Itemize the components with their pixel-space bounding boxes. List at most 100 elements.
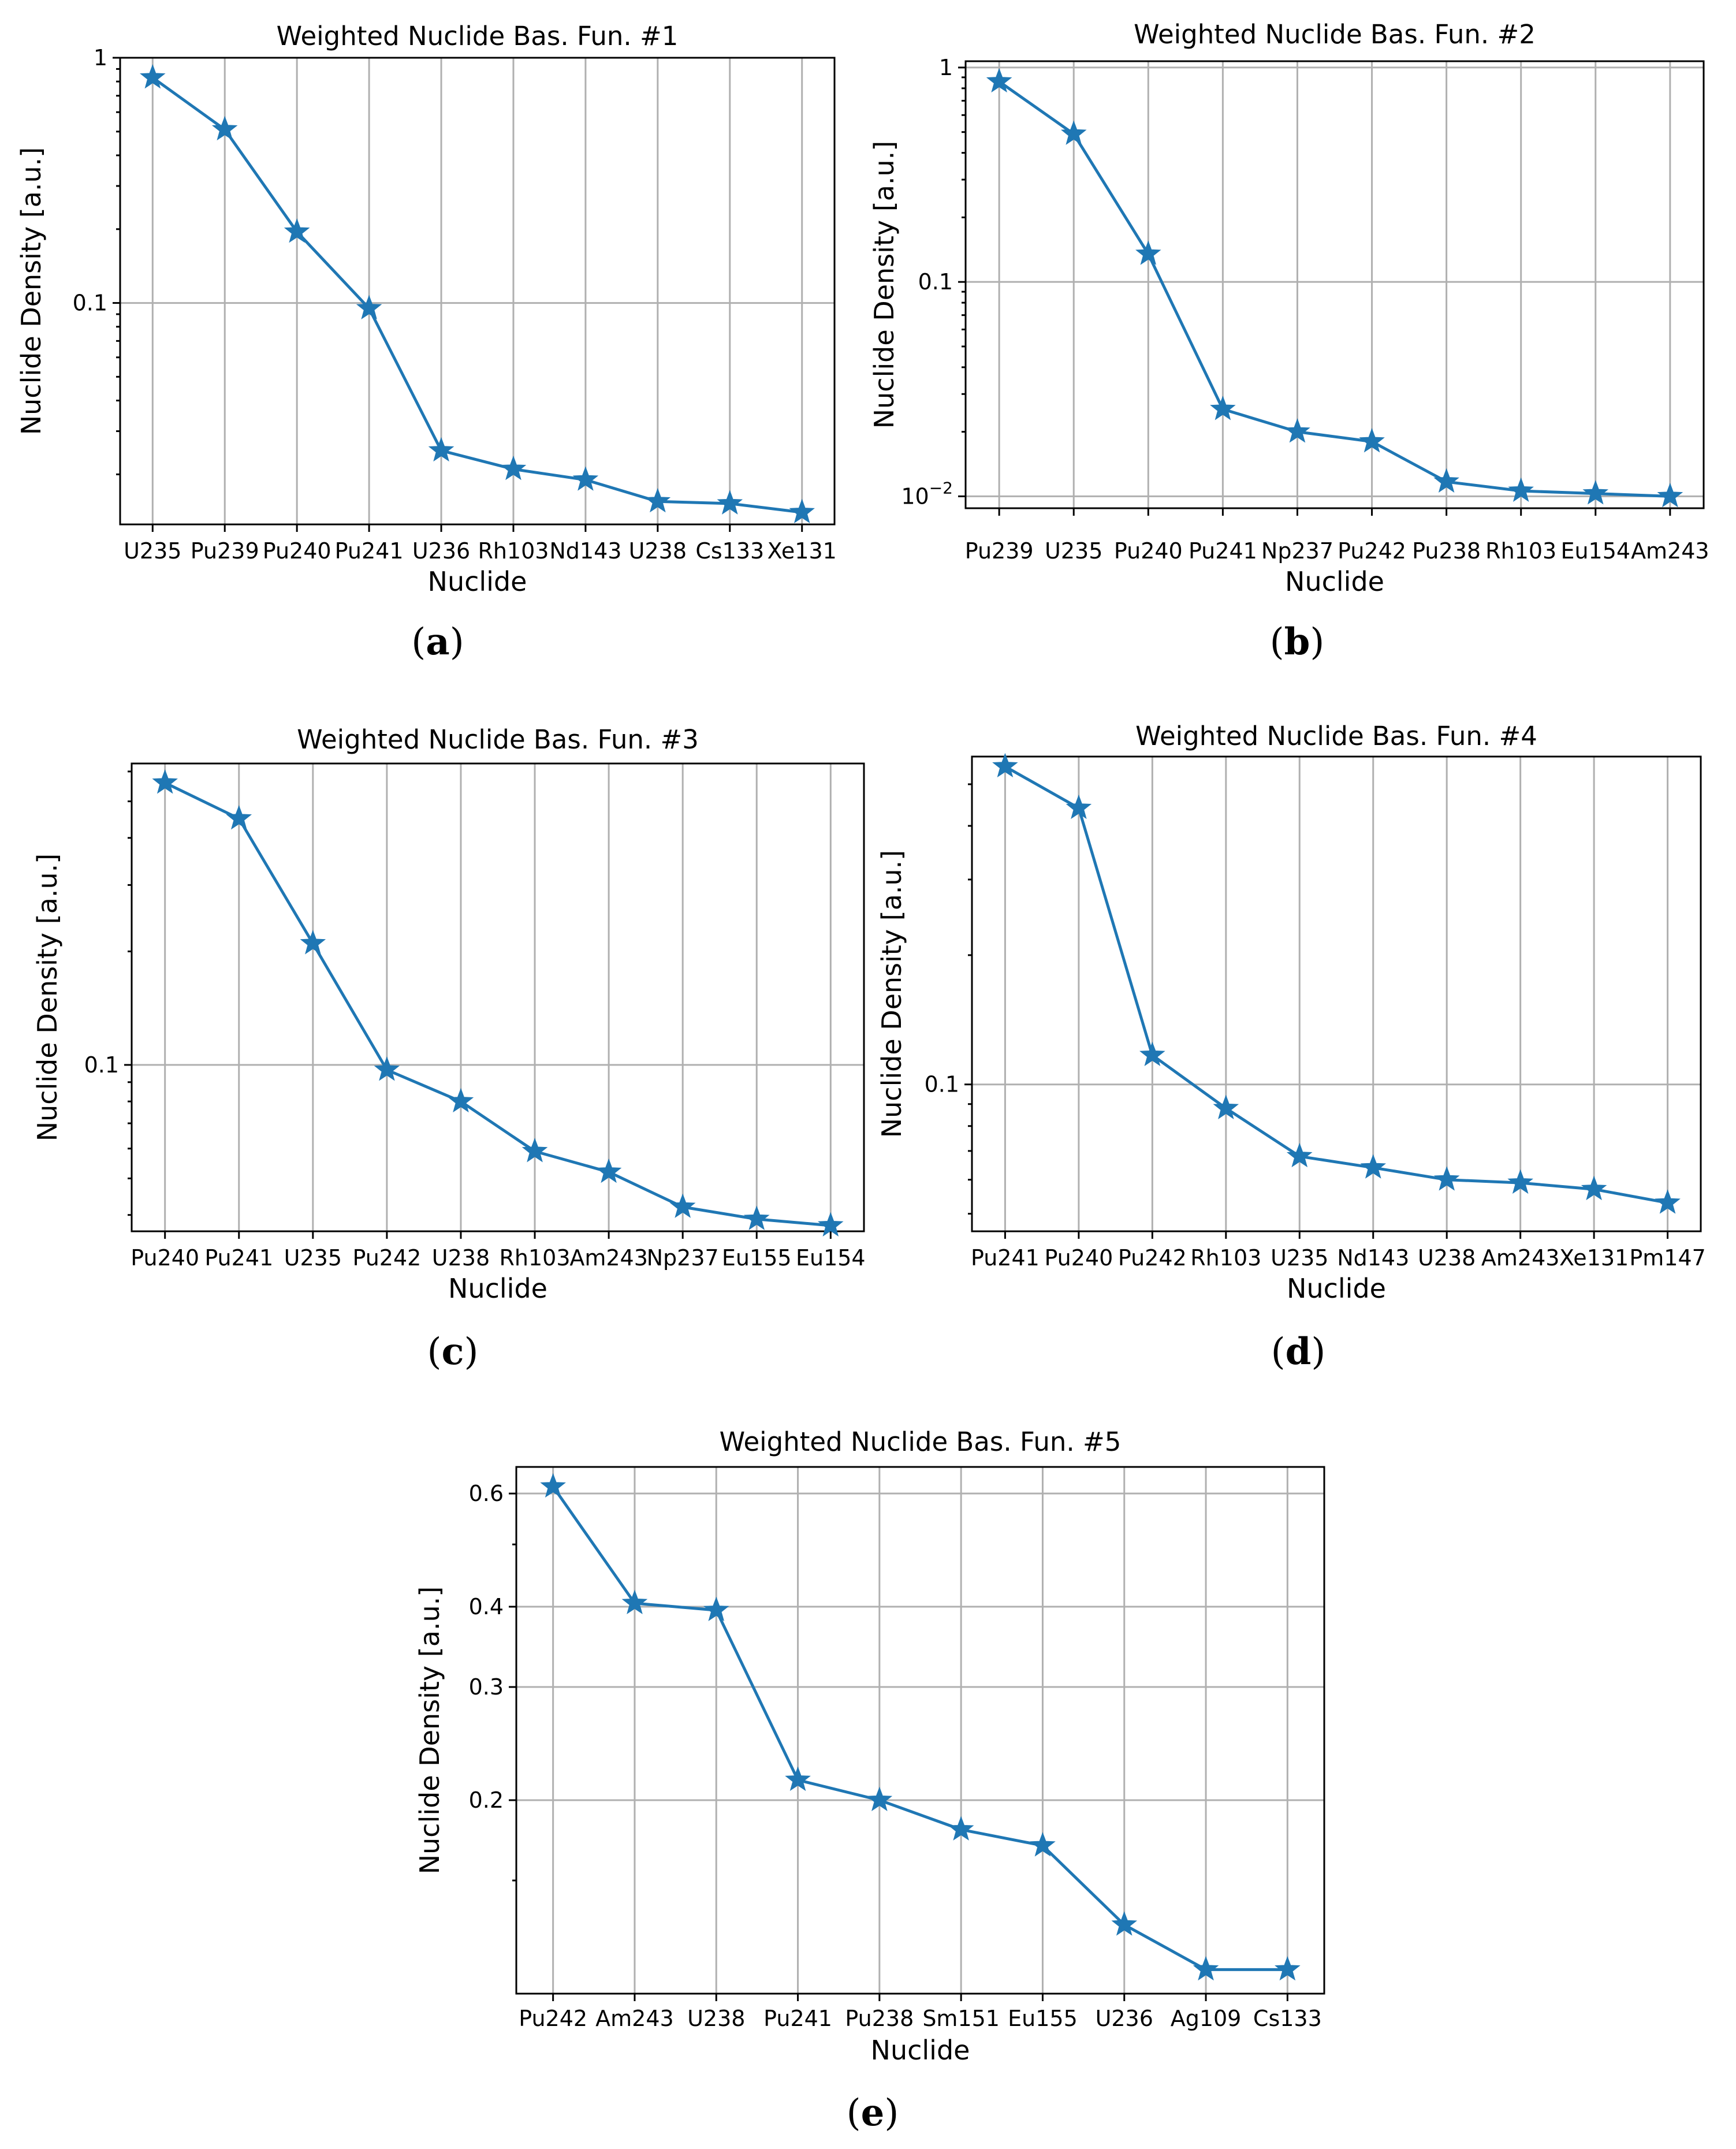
x-axis-label: Nuclide [1285, 566, 1384, 597]
x-tick-label: Am243 [1631, 538, 1709, 564]
caption-letter: a [426, 620, 449, 664]
caption-paren: ) [884, 2092, 899, 2135]
panel-caption: (e) [847, 2091, 899, 2135]
x-tick-label: U238 [1418, 1245, 1476, 1271]
data-point-star [284, 218, 310, 243]
x-tick-label: U235 [1271, 1245, 1328, 1271]
x-tick-label: Nd143 [549, 538, 621, 564]
x-tick-label: Xe131 [768, 538, 837, 564]
x-tick-label: Nd143 [1337, 1245, 1409, 1271]
data-point-star [1655, 1189, 1681, 1214]
x-tick-label: Eu155 [722, 1245, 792, 1271]
x-tick-label: U236 [412, 538, 470, 564]
x-axis-label: Nuclide [428, 566, 527, 597]
x-tick-label: Pu241 [1189, 538, 1257, 564]
series-line [151, 76, 803, 514]
x-tick-label: Pu242 [519, 2006, 587, 2031]
y-tick-label: 0.1 [925, 1072, 959, 1097]
data-point-star [448, 1087, 474, 1113]
data-point-star [785, 1766, 811, 1792]
x-tick-label: Rh103 [1485, 538, 1556, 564]
caption-paren: ( [411, 621, 426, 664]
data-point-star [500, 455, 527, 481]
data-point-star [1135, 240, 1161, 265]
chart-title: Weighted Nuclide Bas. Fun. #3 [297, 724, 699, 755]
data-point-star [1066, 794, 1092, 820]
chart-panel-e: 0.6 0.4 0.3 0.2 Pu242 Am243 U238 Pu241 Pu238 Sm15… [414, 1427, 1325, 2135]
x-tick-label: U235 [124, 538, 181, 564]
data-point-star [948, 1816, 974, 1841]
x-tick-label: Pu240 [131, 1245, 199, 1271]
caption-paren: ) [450, 621, 464, 664]
caption-letter: e [861, 2091, 885, 2135]
chart-title: Weighted Nuclide Bas. Fun. #2 [1134, 19, 1536, 50]
x-tick-label: Pu242 [1118, 1245, 1187, 1271]
caption-paren: ( [427, 1331, 442, 1373]
data-point-star [669, 1193, 696, 1218]
data-point-star [1657, 482, 1683, 508]
data-point-star [1210, 396, 1236, 420]
x-tick-label: Pu240 [1044, 1245, 1113, 1271]
series-line [998, 80, 1670, 498]
x-tick-label: Rh103 [1190, 1245, 1261, 1271]
panel-caption: (b) [1270, 620, 1325, 664]
data-point-star [1507, 1169, 1533, 1194]
data-point-star [1433, 468, 1459, 493]
x-tick-label: U238 [432, 1245, 490, 1271]
data-point-star [621, 1589, 648, 1614]
series-line [164, 781, 831, 1227]
plot-frame [119, 57, 836, 526]
data-point-star [356, 295, 382, 319]
data-point-star [1213, 1094, 1239, 1119]
caption-paren: ) [1310, 621, 1324, 664]
data-point-star [1275, 1956, 1301, 1981]
data-point-star [789, 498, 815, 524]
x-tick-label: Pm147 [1629, 1245, 1705, 1271]
data-point-star [645, 487, 671, 513]
x-tick-label: Am243 [569, 1245, 648, 1271]
x-tick-label: Xe131 [1559, 1245, 1629, 1271]
x-tick-label: Pu239 [965, 538, 1034, 564]
y-tick-label: 0.1 [73, 290, 107, 316]
x-tick-label: Np237 [647, 1245, 719, 1271]
data-point-star [1139, 1041, 1165, 1066]
data-point-star [428, 437, 455, 462]
caption-letter: d [1286, 1330, 1312, 1373]
x-tick-label: Eu154 [1560, 538, 1630, 564]
data-point-star [1360, 1154, 1387, 1179]
plot-frame [131, 762, 865, 1232]
plot-frame [971, 755, 1702, 1232]
data-point-star [992, 753, 1018, 778]
x-tick-label: U238 [687, 2006, 745, 2031]
y-axis-label: Nuclide Density [a.u.] [32, 854, 63, 1142]
plot-frame [515, 1466, 1325, 1995]
x-axis-label: Nuclide [1287, 1273, 1386, 1304]
y-axis-label: Nuclide Density [a.u.] [869, 141, 900, 429]
panel-caption: (d) [1271, 1330, 1326, 1373]
data-point-star [1581, 1175, 1607, 1201]
data-point-star [818, 1212, 844, 1236]
data-point-star [211, 116, 238, 141]
x-tick-label: Rh103 [478, 538, 549, 564]
data-point-star [374, 1056, 400, 1081]
series-line [552, 1485, 1288, 1971]
x-tick-label: U238 [629, 538, 687, 564]
data-point-star [743, 1205, 770, 1230]
chart-title: Weighted Nuclide Bas. Fun. #1 [277, 21, 679, 51]
y-axis-label: Nuclide Density [a.u.] [16, 147, 47, 435]
data-point-star [1433, 1166, 1460, 1191]
x-tick-label: U236 [1096, 2006, 1153, 2031]
y-axis-label: Nuclide Density [a.u.] [876, 850, 907, 1138]
chart-panel-b: 1 0.1 10−2 Pu239 U235 Pu240 Pu241 Np237 Pu242 Pu2… [869, 19, 1709, 664]
x-tick-label: Am243 [595, 2006, 674, 2031]
data-point-star [140, 64, 166, 89]
data-point-star [986, 68, 1012, 93]
y-tick-label: 0.3 [469, 1674, 504, 1700]
x-tick-label: Cs133 [1253, 2006, 1322, 2031]
chart-panel-a: 1 0.1 U235 Pu239 Pu240 Pu241 U236 Rh103 Nd143 U23… [16, 21, 837, 664]
data-point-star [703, 1596, 729, 1622]
data-point-star [1193, 1956, 1219, 1981]
x-tick-label: Pu241 [335, 538, 404, 564]
caption-paren: ( [1270, 621, 1284, 664]
